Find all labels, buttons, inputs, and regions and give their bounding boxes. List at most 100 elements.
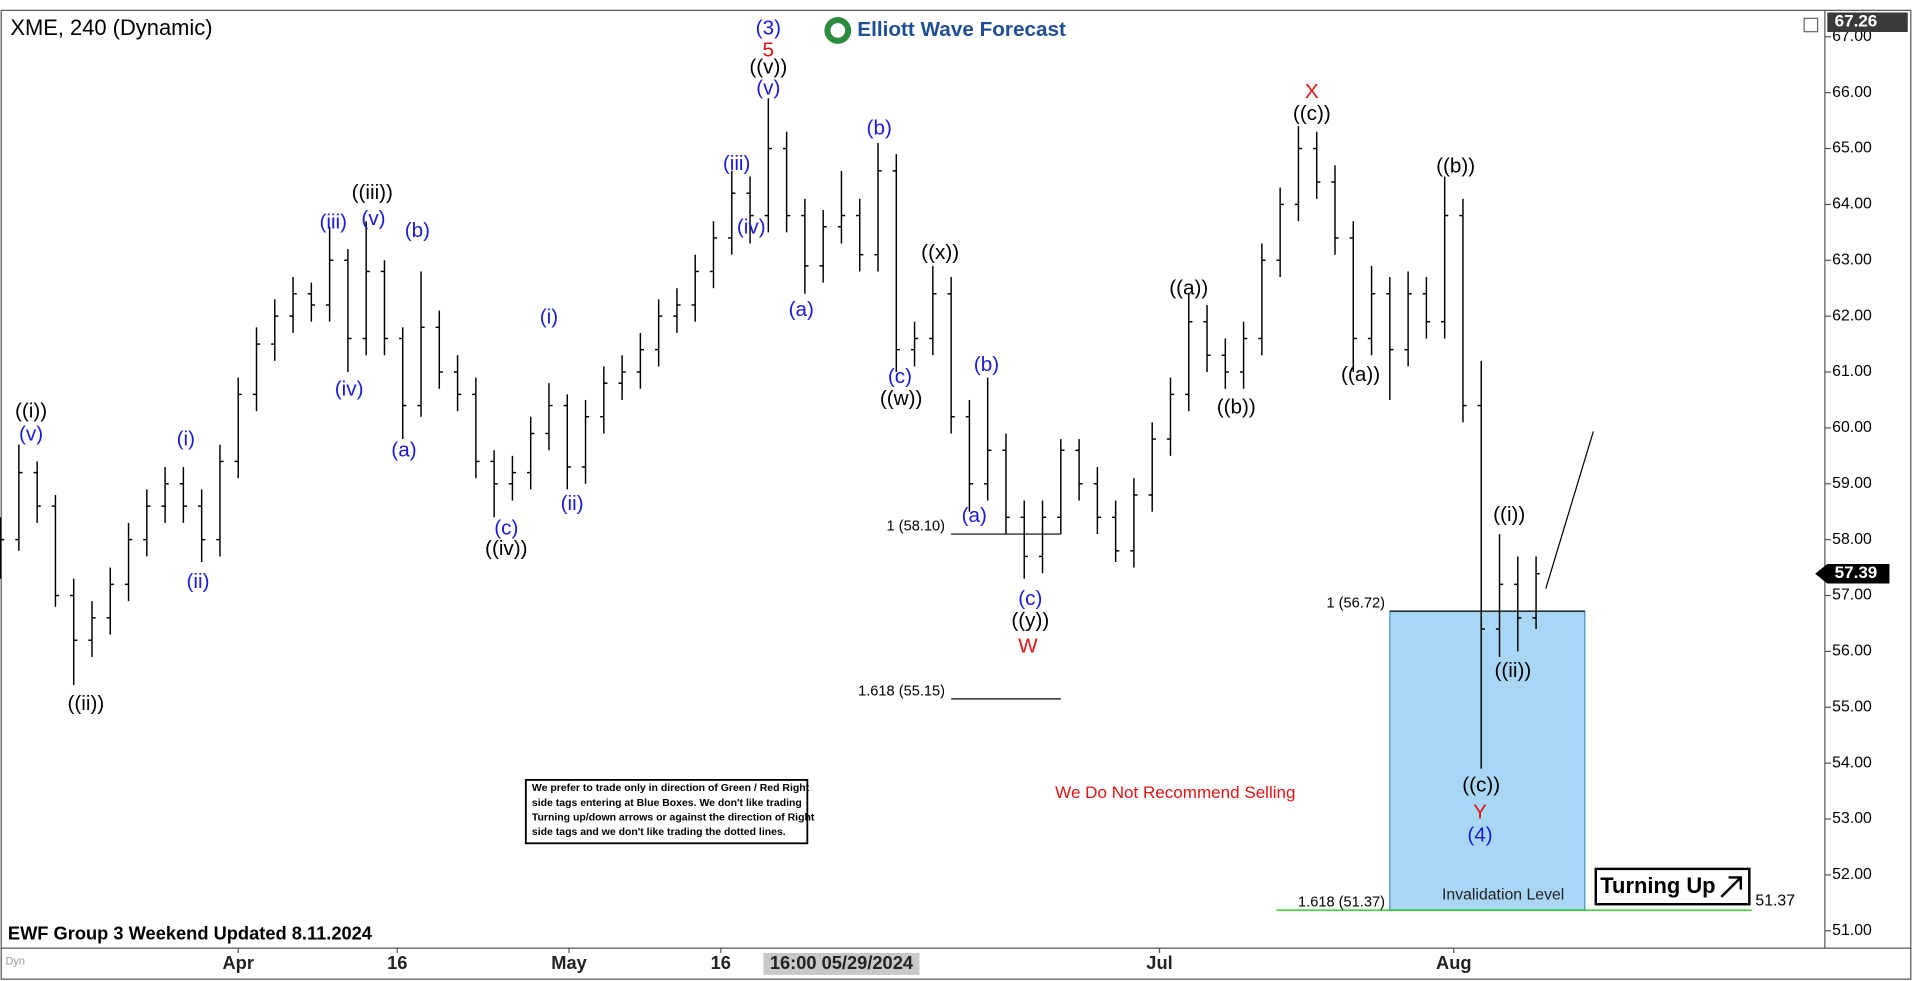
wave-label: ((ii)) (68, 692, 105, 715)
ohlc-bar (709, 221, 718, 289)
wave-label: 5 (763, 39, 775, 62)
ohlc-bar (746, 176, 754, 244)
ohlc-bar (1349, 221, 1357, 373)
ohlc-bar (819, 209, 827, 283)
ohlc-bar (856, 198, 864, 272)
crosshair-time: 16:00 05/29/2024 (770, 952, 914, 973)
ohlc-bar (88, 601, 96, 657)
chart-title: XME, 240 (Dynamic) (10, 15, 212, 40)
ohlc-bar (106, 567, 114, 635)
ohlc-bar (1514, 556, 1522, 652)
signal-badge: Turning Up (1594, 867, 1751, 906)
ohlc-bar (1459, 198, 1467, 423)
ohlc-bar (271, 299, 279, 361)
frame (0, 9, 1912, 980)
ohlc-bar (1203, 304, 1211, 373)
ohlc-bar (216, 444, 224, 557)
ohlc-bar (15, 444, 23, 551)
ohlc-bar (1294, 126, 1303, 222)
fib-label: 1 (58.10) (887, 519, 945, 535)
crosshair-label: 16:00 05/29/2024 (763, 952, 920, 975)
wave-label: (a) (391, 438, 416, 461)
ohlc-bar (508, 455, 517, 501)
ohlc-bar (143, 489, 151, 557)
logo-icon-inner (830, 23, 846, 38)
y-tick-label: 66.00 (1832, 84, 1872, 101)
invalidation-label: Invalidation Level (1442, 887, 1564, 904)
y-tick-label: 64.00 (1832, 196, 1872, 213)
ohlc-bar (1166, 377, 1175, 456)
ohlc-bar (161, 467, 169, 523)
y-tick-label: 63.00 (1832, 251, 1872, 268)
wave-label: X (1305, 80, 1319, 103)
ohlc-bar (1111, 500, 1120, 562)
ohlc-bar (545, 383, 553, 451)
wave-label: (c) (494, 516, 518, 539)
y-tick-label: 67.00 (1832, 28, 1872, 45)
wave-label: ((c)) (1462, 773, 1500, 796)
wave-label: (iv) (335, 377, 364, 400)
wave-label: ((b)) (1436, 154, 1475, 177)
x-tick-label: 16 (387, 952, 407, 973)
ohlc-bar (307, 282, 315, 322)
ohlc-bar (453, 355, 462, 412)
ohlc-bar (380, 260, 389, 356)
wave-label: (v) (19, 423, 43, 446)
ohlc-bar (1422, 277, 1431, 339)
wave-label: ((i)) (1493, 503, 1525, 526)
disclaimer-line: side tags and we don't like trading the … (532, 827, 786, 838)
ohlc-bar (124, 522, 133, 602)
ohlc-bar (728, 170, 736, 255)
ohlc-bar (399, 327, 407, 440)
wave-label: ((y)) (1011, 609, 1049, 632)
ohlc-bar (417, 271, 425, 417)
y-tick-label: 51.00 (1832, 922, 1872, 939)
ohlc-bar (1221, 338, 1229, 389)
ohlc-bar (1093, 467, 1102, 535)
signal-text: Turning Up (1600, 873, 1715, 898)
wave-label: ((iii)) (352, 181, 393, 204)
trend-line (1545, 431, 1594, 589)
y-tick-label: 60.00 (1832, 419, 1872, 436)
ohlc-bar (344, 249, 352, 373)
ohlc-bar (801, 198, 809, 294)
ohlc-bar (1057, 439, 1065, 535)
fib-label: 1.618 (55.15) (858, 683, 945, 699)
wave-label: (b) (867, 117, 892, 140)
ohlc-bar (33, 461, 41, 523)
ohlc-bar (636, 332, 645, 389)
ohlc-bar (362, 221, 370, 356)
y-tick-label: 61.00 (1832, 363, 1872, 380)
wave-label: ((x)) (921, 241, 959, 264)
wave-label: ((a)) (1341, 363, 1380, 386)
y-tick-label: 55.00 (1832, 698, 1872, 715)
fib-label: 1 (56.72) (1326, 596, 1384, 612)
ohlc-bar (1441, 176, 1449, 339)
ohlc-bar (0, 517, 5, 579)
y-tick-label: 54.00 (1832, 754, 1872, 771)
wave-label: (iv) (737, 215, 766, 238)
wave-label: Y (1473, 800, 1487, 823)
x-tick-label: Aug (1436, 952, 1472, 973)
ohlc-bar (179, 467, 188, 523)
ohlc-bar (837, 170, 846, 244)
wave-label: (a) (962, 504, 987, 527)
ohlc-bar (70, 578, 78, 685)
ohlc-bar (1477, 360, 1485, 769)
y-tick-label: 65.00 (1832, 140, 1872, 157)
wave-label: ((i)) (15, 399, 47, 422)
y-tick-label: 53.00 (1832, 810, 1872, 827)
ohlc-bar (1038, 500, 1047, 574)
x-tick-label: Jul (1146, 952, 1172, 973)
ohlc-bar (198, 489, 206, 562)
ohlc-bar (1367, 265, 1376, 356)
wave-label: (i) (540, 306, 558, 329)
wave-label: (c) (888, 365, 912, 388)
ohlc-bar (673, 288, 681, 333)
ohlc-bar (1185, 293, 1193, 412)
high-tag-bg (1827, 12, 1908, 32)
ohlc-bar (874, 142, 882, 272)
ohlc-bar (1313, 131, 1321, 199)
high-tag: 67.26 (1835, 12, 1878, 31)
